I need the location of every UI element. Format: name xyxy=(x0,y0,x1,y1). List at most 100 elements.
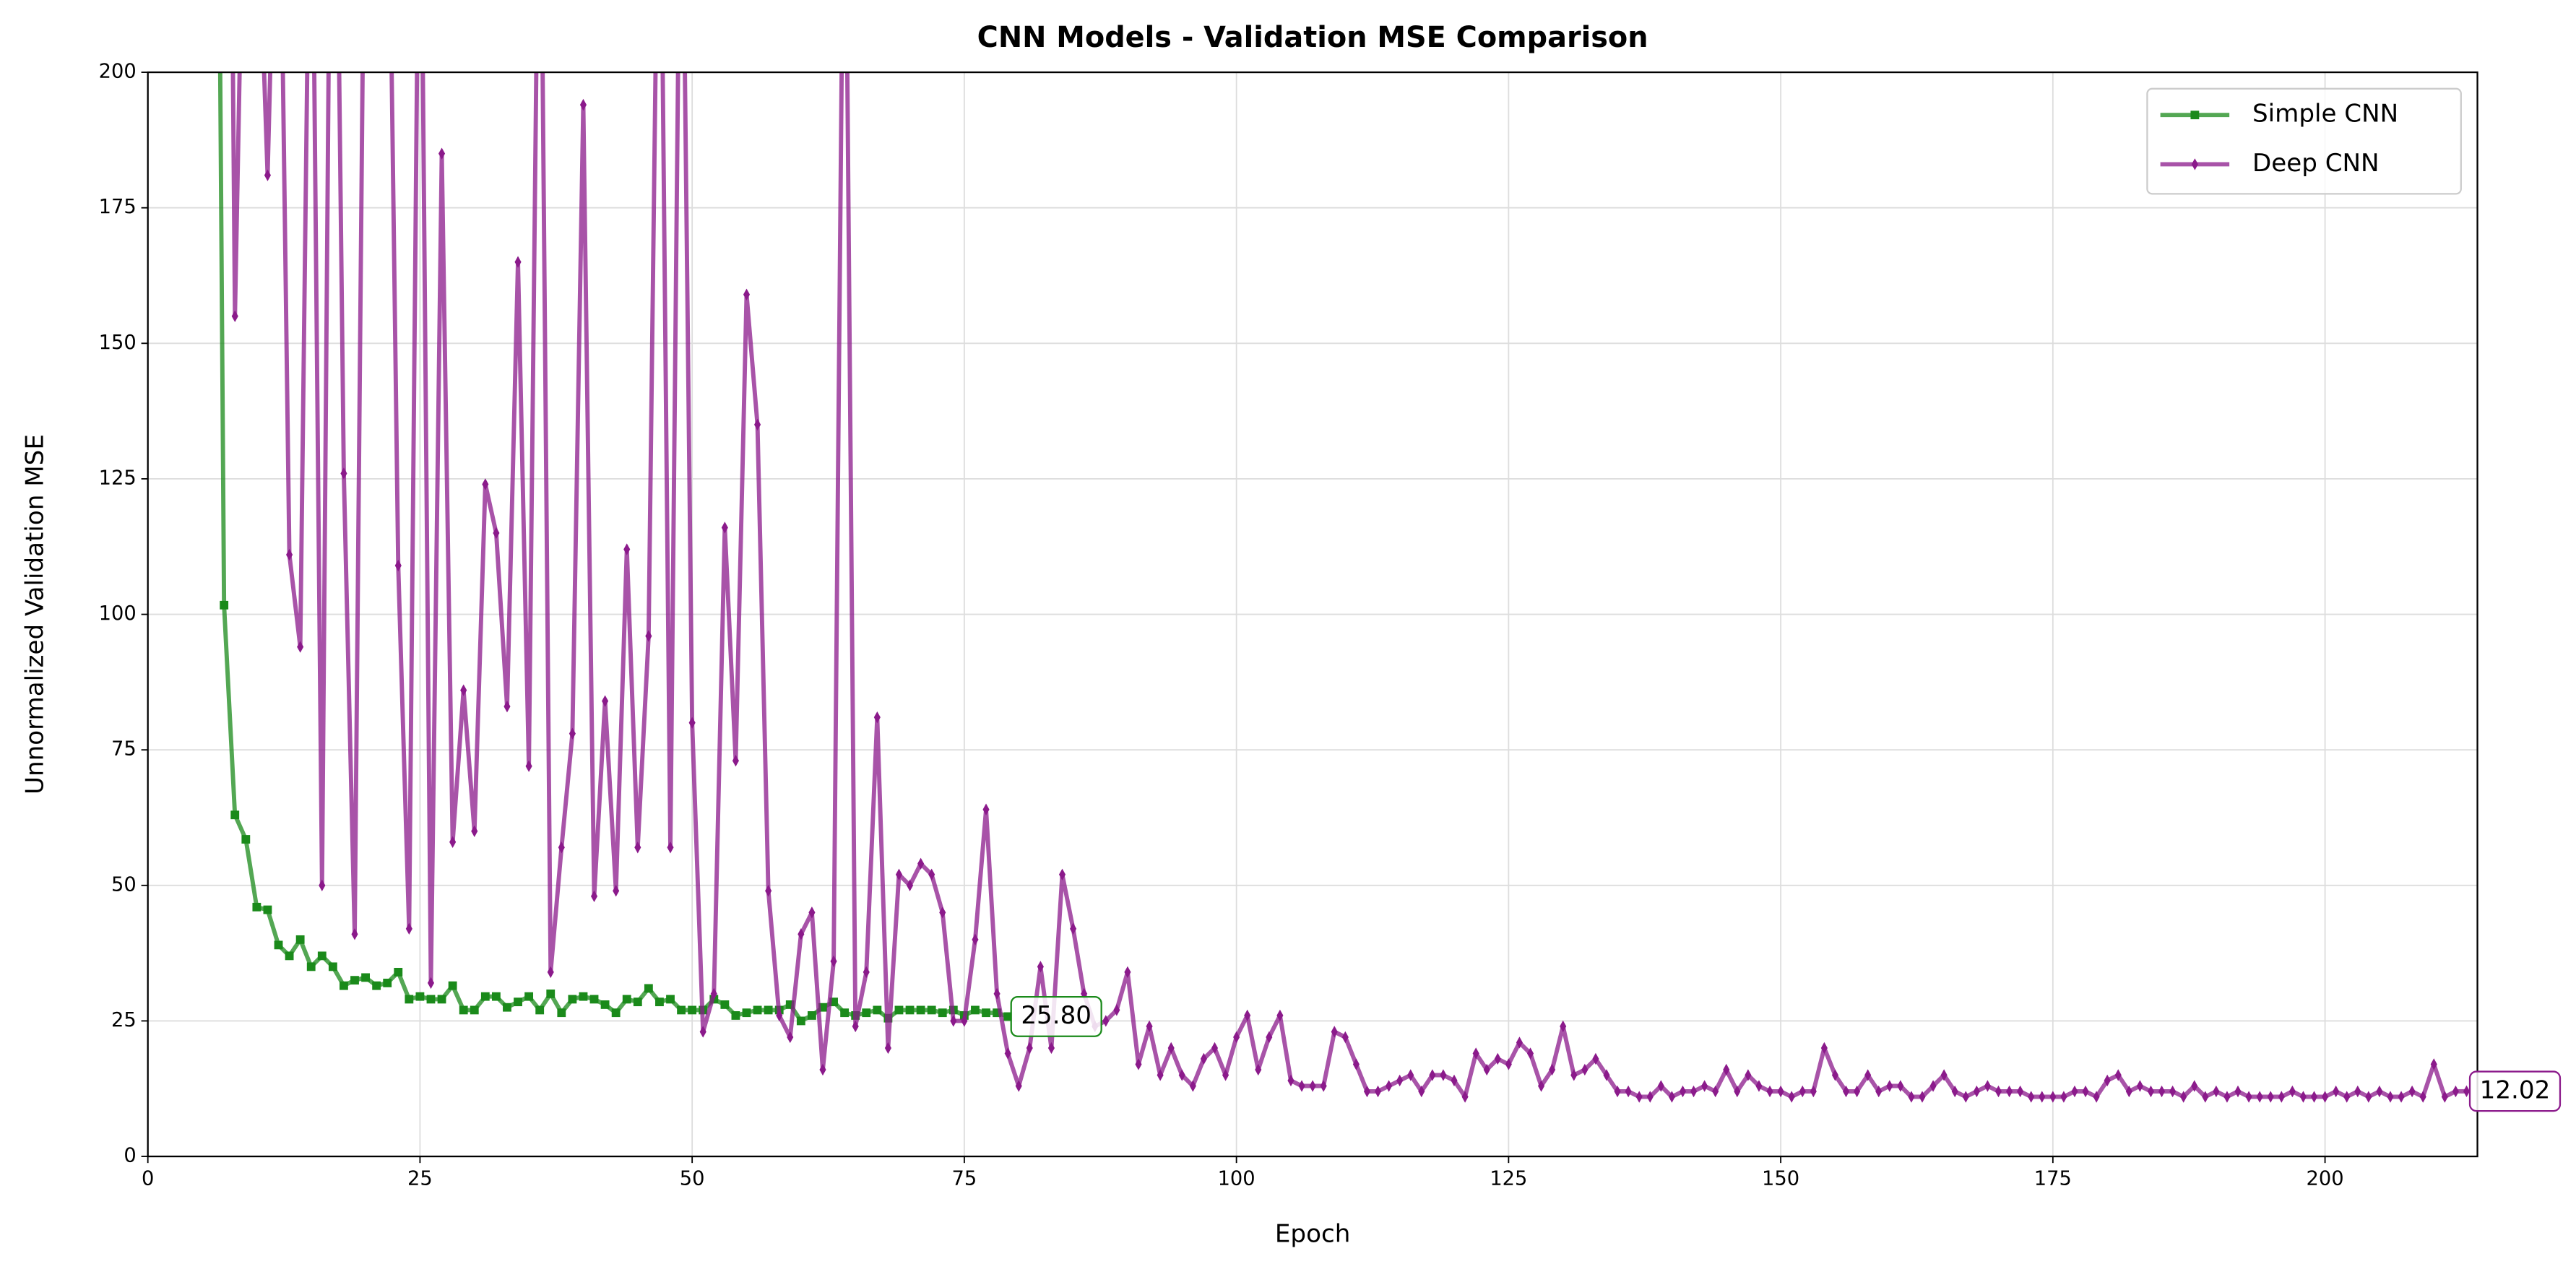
y-tick-label: 75 xyxy=(111,738,137,761)
annotation-label: 25.80 xyxy=(1021,1001,1092,1030)
marker xyxy=(525,760,532,772)
marker xyxy=(480,992,490,1001)
marker xyxy=(938,1008,947,1018)
marker xyxy=(1396,1074,1404,1087)
marker xyxy=(840,1008,850,1018)
marker xyxy=(340,467,347,480)
marker xyxy=(916,1005,925,1015)
marker xyxy=(361,973,370,982)
marker xyxy=(1418,1085,1425,1098)
marker xyxy=(2387,1091,2394,1103)
marker xyxy=(971,1005,980,1015)
y-tick-label: 25 xyxy=(111,1009,137,1031)
marker xyxy=(231,310,238,322)
marker xyxy=(1407,1069,1414,1081)
marker xyxy=(286,548,293,561)
marker xyxy=(297,641,304,653)
marker xyxy=(2223,1091,2231,1103)
marker xyxy=(655,997,664,1007)
marker xyxy=(688,1005,697,1015)
marker xyxy=(2430,1058,2437,1070)
marker xyxy=(2354,1085,2361,1098)
x-tick-label: 75 xyxy=(952,1167,977,1190)
marker xyxy=(1135,1058,1142,1070)
marker xyxy=(350,976,359,985)
marker xyxy=(1222,1069,1229,1081)
marker xyxy=(263,905,272,914)
marker xyxy=(1603,1069,1610,1081)
marker xyxy=(1581,1063,1589,1076)
plot-area xyxy=(217,72,2471,1103)
marker xyxy=(2419,1091,2426,1103)
marker xyxy=(905,1005,915,1015)
marker xyxy=(961,1015,968,1027)
marker xyxy=(2191,1080,2198,1092)
marker xyxy=(1003,1012,1013,1021)
marker xyxy=(666,995,675,1004)
marker xyxy=(1189,1080,1196,1092)
marker xyxy=(622,995,631,1004)
marker xyxy=(644,984,653,993)
marker xyxy=(1854,1085,1861,1098)
marker xyxy=(471,825,478,837)
marker xyxy=(600,1000,610,1009)
marker xyxy=(2049,1091,2057,1103)
marker xyxy=(317,951,327,961)
marker xyxy=(818,1003,827,1012)
marker xyxy=(873,711,881,724)
marker xyxy=(2202,1091,2209,1103)
marker xyxy=(993,1008,1002,1018)
marker xyxy=(2180,1091,2187,1103)
marker xyxy=(688,717,696,729)
marker xyxy=(1799,1085,1806,1098)
marker xyxy=(754,418,761,431)
marker xyxy=(2104,1074,2111,1087)
marker xyxy=(351,928,358,940)
marker xyxy=(2452,1085,2459,1098)
marker xyxy=(1429,1069,1436,1081)
marker xyxy=(1842,1085,1850,1098)
marker xyxy=(1287,1074,1295,1087)
marker xyxy=(2343,1091,2351,1103)
marker xyxy=(602,695,609,707)
marker xyxy=(328,962,337,971)
marker xyxy=(241,835,251,844)
x-tick-label: 125 xyxy=(1490,1167,1527,1190)
marker xyxy=(1244,1009,1251,1022)
marker xyxy=(274,940,283,950)
marker xyxy=(493,527,500,540)
marker xyxy=(1777,1085,1784,1098)
marker xyxy=(1984,1080,1991,1092)
x-tick-label: 150 xyxy=(1762,1167,1799,1190)
marker xyxy=(808,906,816,919)
marker xyxy=(1004,1047,1011,1060)
marker xyxy=(1167,1042,1175,1055)
marker xyxy=(993,987,1000,1000)
marker xyxy=(2234,1085,2242,1098)
marker xyxy=(546,990,556,998)
marker xyxy=(1745,1069,1752,1081)
marker xyxy=(667,841,674,854)
marker xyxy=(2288,1085,2296,1098)
y-axis-label: Unnormalized Validation MSE xyxy=(21,434,50,795)
marker xyxy=(1831,1069,1838,1081)
legend-marker xyxy=(2191,158,2198,170)
marker xyxy=(394,967,403,977)
marker xyxy=(2441,1091,2448,1103)
marker xyxy=(491,992,501,1001)
marker xyxy=(1538,1080,1545,1092)
marker xyxy=(829,997,838,1007)
marker xyxy=(220,600,229,610)
marker xyxy=(405,995,414,1004)
marker xyxy=(699,1026,706,1038)
marker xyxy=(808,1011,816,1020)
marker xyxy=(2169,1085,2177,1098)
marker xyxy=(1483,1063,1490,1076)
marker xyxy=(732,755,739,767)
marker xyxy=(613,885,620,897)
marker xyxy=(785,1000,795,1009)
marker xyxy=(634,841,641,854)
marker xyxy=(1494,1052,1501,1065)
